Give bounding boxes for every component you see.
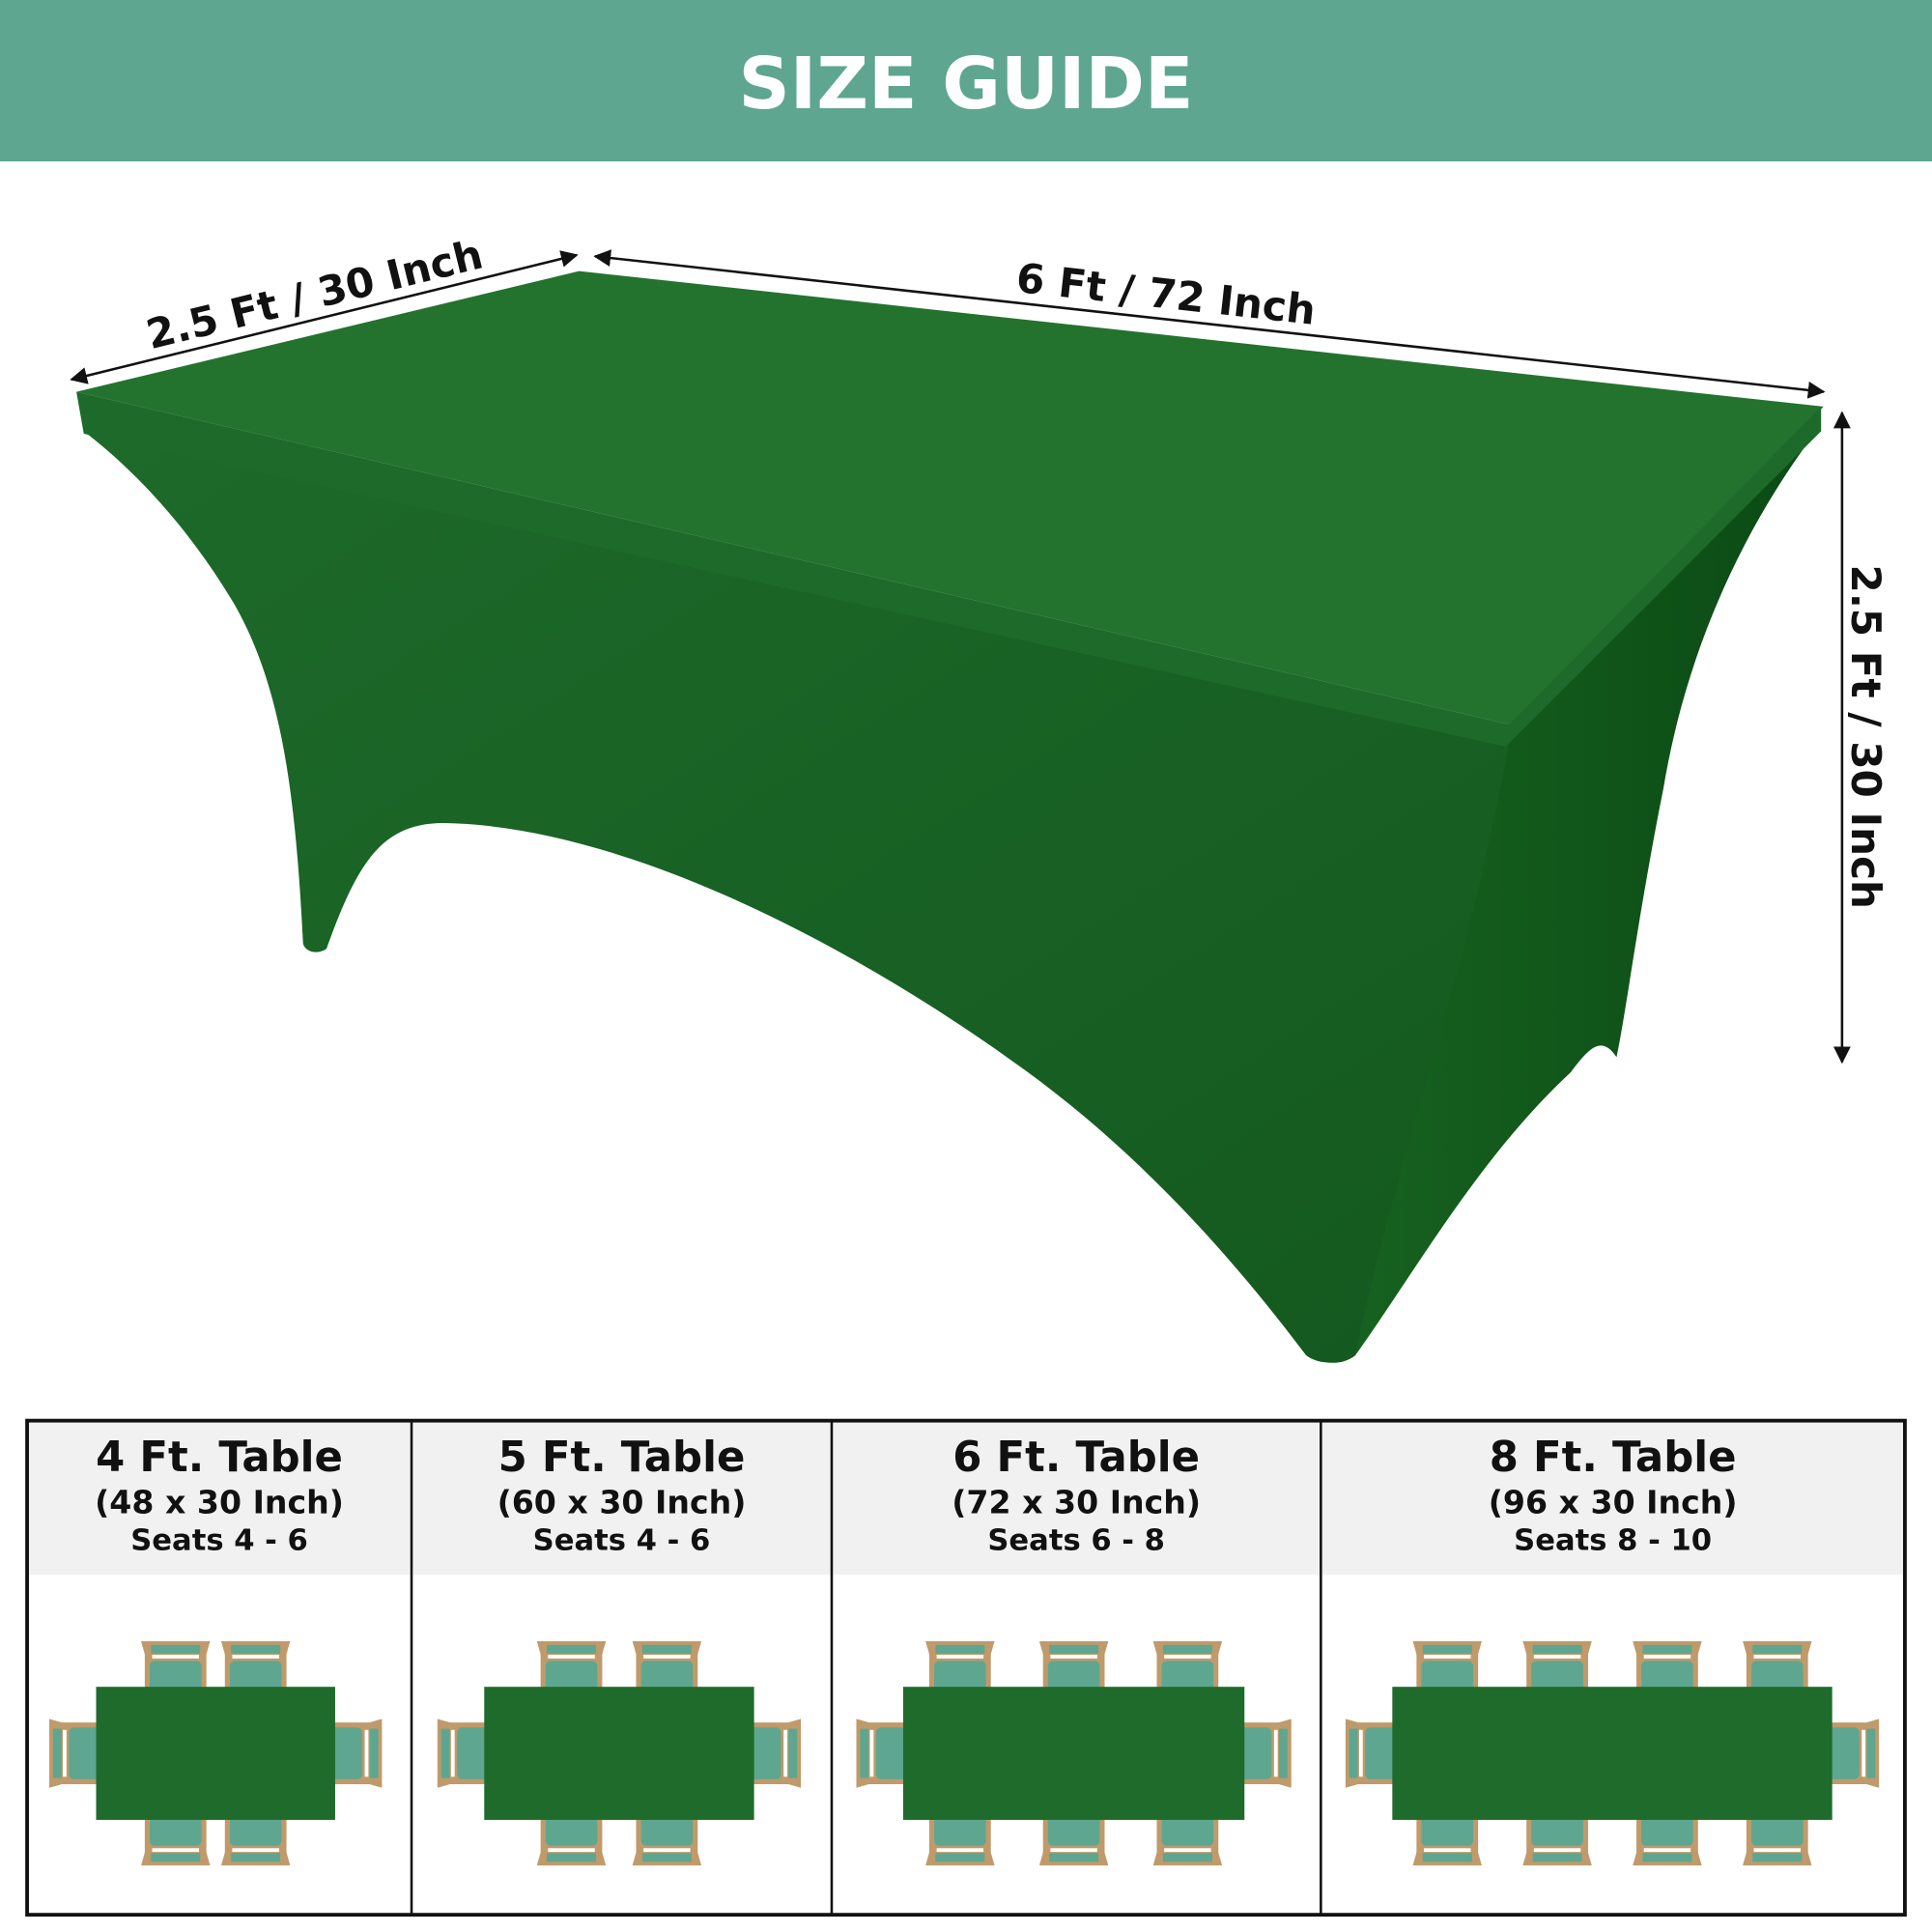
chair-icon <box>925 1808 995 1866</box>
size-seats: Seats 6 - 8 <box>987 1524 1165 1558</box>
chair-icon <box>632 1808 702 1866</box>
width-arrow <box>70 250 579 384</box>
size-panel: 8 Ft. Table(96 x 30 Inch) Seats 8 - 10 <box>1321 1421 1905 1866</box>
size-seats: Seats 4 - 6 <box>130 1524 308 1558</box>
table-top <box>484 1687 754 1820</box>
chair-icon <box>1743 1640 1812 1698</box>
size-title: 8 Ft. Table <box>1490 1434 1737 1482</box>
size-panel: 5 Ft. Table(60 x 30 Inch) Seats 4 - 6 <box>412 1421 832 1866</box>
dimension-height: 2.5 Ft / 30 Inch <box>1833 411 1889 1065</box>
size-seats: Seats 8 - 10 <box>1514 1524 1712 1558</box>
size-table-border <box>25 1418 1907 1918</box>
chair-icon <box>632 1640 702 1698</box>
panel-header-bg <box>412 1421 832 1576</box>
size-table: 4 Ft. Table(48 x 30 Inch)Seats 4 - 65 Ft… <box>25 1418 1907 1918</box>
length-arrow <box>593 249 1826 399</box>
size-panel: 6 Ft. Table(72 x 30 Inch) Seats 6 - 8 <box>831 1421 1321 1866</box>
size-dims: (72 x 30 Inch) <box>952 1483 1201 1520</box>
size-dims: (48 x 30 Inch) <box>95 1483 344 1520</box>
page-title: SIZE GUIDE <box>739 43 1194 126</box>
size-title: 6 Ft. Table <box>952 1434 1200 1482</box>
tablecloth-illustration <box>76 270 1824 1363</box>
size-panel: 4 Ft. Table(48 x 30 Inch) Seats 4 - 6 <box>27 1421 412 1866</box>
size-seats: Seats 4 - 6 <box>533 1524 711 1558</box>
panel-header-bg <box>831 1421 1321 1576</box>
table-top <box>96 1687 335 1820</box>
length-label: 6 Ft / 72 Inch <box>1014 254 1319 334</box>
size-title: 5 Ft. Table <box>498 1434 746 1482</box>
panel-header-bg <box>27 1421 412 1576</box>
table-top <box>902 1687 1245 1820</box>
size-dims: (96 x 30 Inch) <box>1489 1483 1738 1520</box>
chair-icon <box>220 1640 291 1698</box>
panel-header-bg <box>1321 1421 1905 1576</box>
tablecloth-side <box>1318 425 1822 1363</box>
size-title: 4 Ft. Table <box>96 1434 343 1482</box>
height-label: 2.5 Ft / 30 Inch <box>1842 565 1889 909</box>
table-top <box>1392 1687 1833 1820</box>
header-banner <box>0 0 1932 162</box>
chair-icon <box>1522 1640 1592 1698</box>
size-dims: (60 x 30 Inch) <box>497 1483 747 1520</box>
